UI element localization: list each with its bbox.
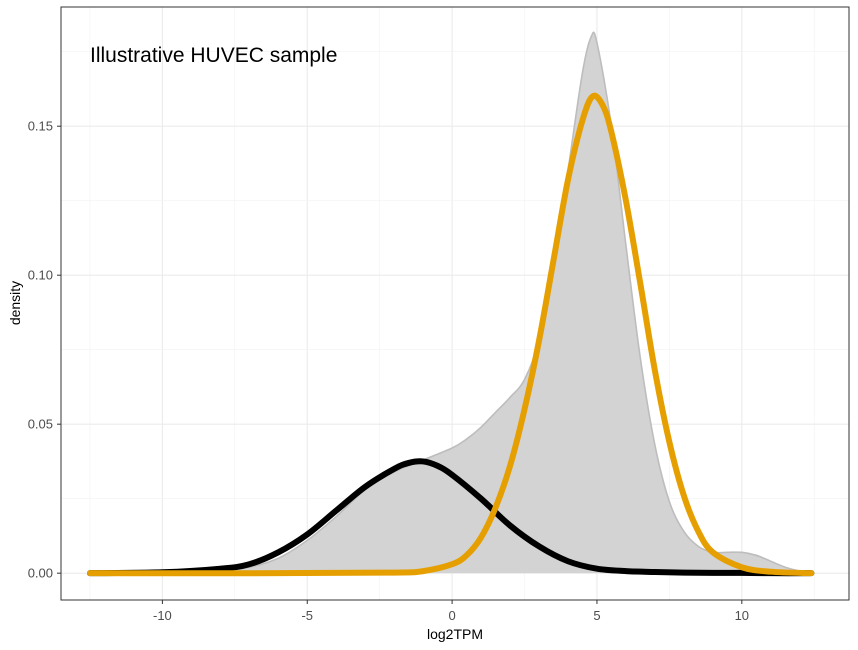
y-axis: 0.00 0.05 0.10 0.15 — [28, 119, 61, 581]
series-layer — [86, 31, 815, 577]
y-tick-label: 0.10 — [28, 268, 53, 283]
x-tick-label: 5 — [593, 608, 600, 623]
x-tick-label: 10 — [735, 608, 749, 623]
series-line-1 — [86, 458, 815, 577]
y-tick-label: 0.05 — [28, 417, 53, 432]
x-tick-label: 0 — [448, 608, 455, 623]
density-area-outline — [89, 31, 812, 574]
grid — [61, 7, 849, 600]
series-line-2 — [86, 92, 815, 577]
y-axis-title: density — [7, 281, 23, 325]
density-area — [89, 32, 812, 574]
plot-panel-border — [60, 6, 850, 601]
y-tick-label: 0.00 — [28, 566, 53, 581]
x-axis: -10 -5 0 5 10 — [153, 600, 749, 623]
x-tick-label: -5 — [301, 608, 313, 623]
annotation-label: Illustrative HUVEC sample — [90, 44, 337, 67]
y-tick-label: 0.15 — [28, 119, 53, 134]
x-tick-label: -10 — [153, 608, 172, 623]
x-axis-title: log2TPM — [427, 626, 483, 642]
